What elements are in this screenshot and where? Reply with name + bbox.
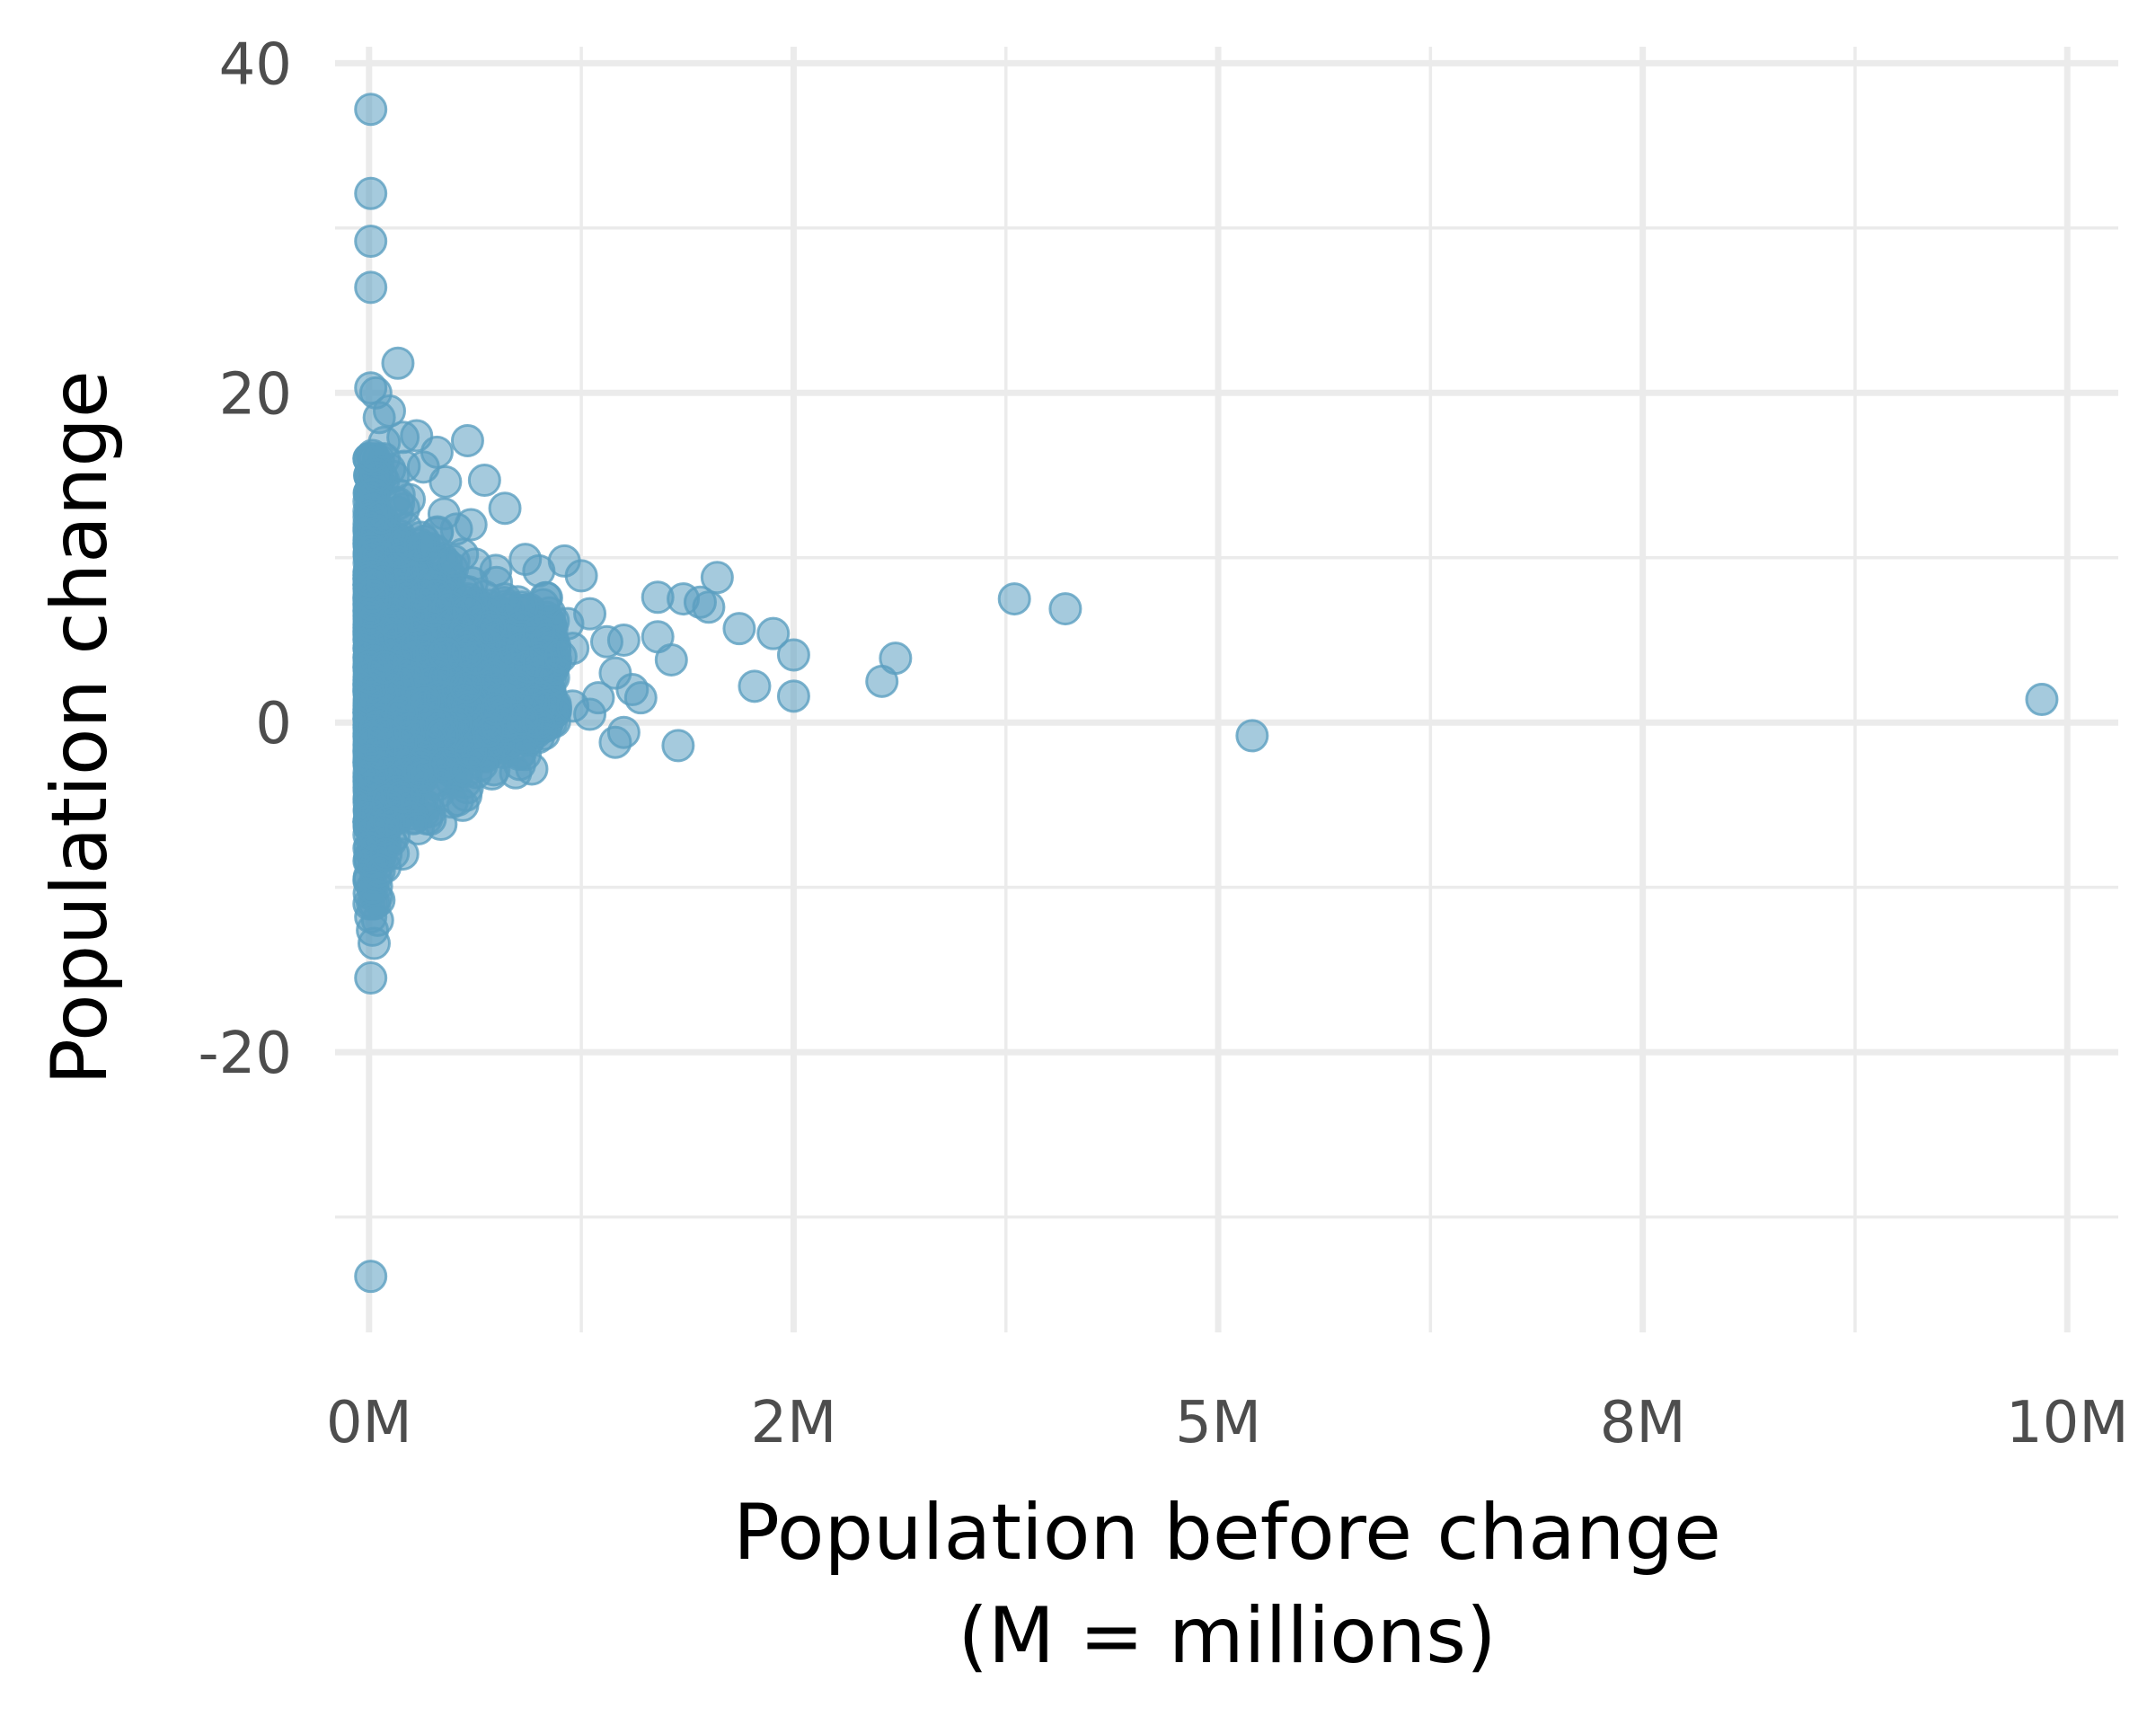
data-point [360,903,394,937]
data-point [473,610,507,644]
data-point [480,693,514,727]
data-point [428,637,462,671]
data-point [467,464,501,498]
grid-lines [335,47,2118,1332]
data-point [354,93,388,127]
x-axis-title-line-2: (M = millions) [958,1591,1496,1681]
data-point [776,679,810,713]
data-point [353,595,387,629]
data-point [488,491,522,526]
data-point [372,394,406,428]
x-tick-label: 10M [2006,1390,2129,1456]
x-tick-label: 2M [750,1390,836,1456]
data-point [879,641,913,676]
x-axis-title-line-1: Population before change [733,1488,1721,1578]
data-point [369,837,403,871]
data-point [367,717,402,751]
data-point [354,176,388,210]
data-point [997,582,1031,616]
data-point [564,559,598,593]
data-point [354,270,388,305]
data-point [606,623,641,657]
data-point [1048,592,1082,626]
data-point [429,464,463,499]
data-point [450,423,484,457]
x-tick-label: 5M [1175,1390,1261,1456]
data-point [354,224,388,258]
y-tick-label: 0 [255,691,292,757]
data-point [700,561,734,595]
y-tick-label: -20 [198,1021,292,1087]
x-tick-label: 8M [1600,1390,1686,1456]
y-tick-label: 20 [219,361,292,428]
y-tick-labels: -20 0 20 40 [198,31,292,1087]
data-point [692,590,726,624]
data-point [364,500,398,535]
data-point [454,508,488,542]
data-point [573,697,607,731]
data-point [386,780,420,814]
data-point [1235,719,1269,753]
data-points [352,93,2059,1294]
x-tick-label: 0M [326,1390,412,1456]
data-point [381,346,415,380]
data-point [505,590,539,624]
data-point [776,638,810,672]
y-axis-title: Population change [35,370,125,1085]
data-point [522,553,556,588]
data-point [661,729,695,763]
data-point [425,718,459,752]
data-point [367,650,402,685]
data-point [403,527,437,562]
y-tick-label: 40 [219,31,292,98]
data-point [353,563,387,597]
data-point [738,669,772,703]
data-point [367,425,402,459]
data-point [401,812,435,846]
data-point [454,735,488,769]
data-point [354,961,388,995]
data-point [522,644,556,678]
data-point [623,681,658,715]
data-point [756,616,791,650]
data-point [354,1260,388,1294]
data-point [2025,683,2059,717]
data-point [722,612,756,646]
data-point [606,715,641,749]
data-point [654,642,688,677]
data-point [437,544,471,578]
data-point [449,669,483,703]
x-tick-labels: 0M 2M 5M 8M 10M [326,1390,2129,1456]
data-point [499,756,533,790]
